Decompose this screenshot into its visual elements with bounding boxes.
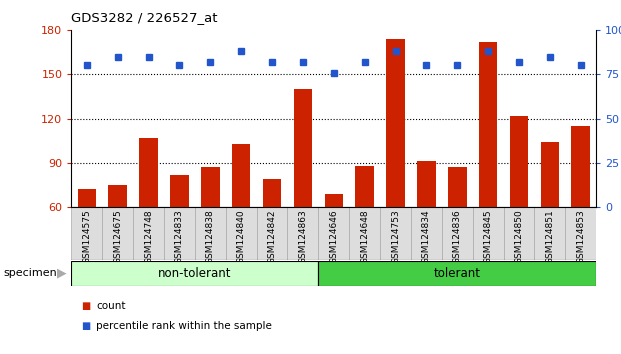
Bar — [201, 167, 220, 207]
Text: GSM124840: GSM124840 — [237, 209, 246, 264]
Text: GSM124748: GSM124748 — [144, 209, 153, 264]
Bar — [386, 39, 405, 207]
Bar — [571, 126, 590, 207]
Bar — [510, 116, 528, 207]
Text: GSM124834: GSM124834 — [422, 209, 431, 264]
Text: GSM124836: GSM124836 — [453, 209, 462, 264]
Text: non-tolerant: non-tolerant — [158, 267, 232, 280]
Text: specimen: specimen — [3, 268, 57, 278]
Text: GSM124646: GSM124646 — [329, 209, 338, 264]
Text: GSM124842: GSM124842 — [268, 209, 276, 264]
FancyBboxPatch shape — [535, 207, 565, 260]
Text: GSM124838: GSM124838 — [206, 209, 215, 264]
FancyBboxPatch shape — [349, 207, 380, 260]
Text: GSM124675: GSM124675 — [113, 209, 122, 264]
Text: GSM124851: GSM124851 — [545, 209, 555, 264]
FancyBboxPatch shape — [380, 207, 411, 260]
Text: GSM124863: GSM124863 — [299, 209, 307, 264]
FancyBboxPatch shape — [319, 261, 596, 286]
FancyBboxPatch shape — [319, 207, 349, 260]
Text: GSM124575: GSM124575 — [83, 209, 91, 264]
Text: count: count — [96, 301, 126, 311]
FancyBboxPatch shape — [71, 207, 102, 260]
FancyBboxPatch shape — [411, 207, 442, 260]
Text: GSM124845: GSM124845 — [484, 209, 492, 264]
Text: ■: ■ — [81, 301, 90, 311]
Bar — [263, 179, 281, 207]
Bar — [479, 42, 497, 207]
FancyBboxPatch shape — [504, 207, 535, 260]
FancyBboxPatch shape — [226, 207, 256, 260]
Text: percentile rank within the sample: percentile rank within the sample — [96, 321, 272, 331]
FancyBboxPatch shape — [71, 261, 319, 286]
Bar — [109, 185, 127, 207]
Bar — [294, 89, 312, 207]
Bar — [355, 166, 374, 207]
Bar — [417, 161, 436, 207]
FancyBboxPatch shape — [195, 207, 226, 260]
Bar — [325, 194, 343, 207]
FancyBboxPatch shape — [164, 207, 195, 260]
Bar — [448, 167, 466, 207]
FancyBboxPatch shape — [288, 207, 319, 260]
FancyBboxPatch shape — [102, 207, 133, 260]
Text: GDS3282 / 226527_at: GDS3282 / 226527_at — [71, 11, 218, 24]
Text: GSM124853: GSM124853 — [576, 209, 585, 264]
Bar — [541, 142, 559, 207]
Text: ▶: ▶ — [58, 267, 67, 280]
Text: tolerant: tolerant — [433, 267, 481, 280]
FancyBboxPatch shape — [473, 207, 504, 260]
Bar — [170, 175, 189, 207]
Text: ■: ■ — [81, 321, 90, 331]
Text: GSM124753: GSM124753 — [391, 209, 400, 264]
Text: GSM124648: GSM124648 — [360, 209, 369, 264]
FancyBboxPatch shape — [442, 207, 473, 260]
Text: GSM124850: GSM124850 — [514, 209, 524, 264]
FancyBboxPatch shape — [133, 207, 164, 260]
Bar — [232, 144, 250, 207]
FancyBboxPatch shape — [256, 207, 288, 260]
Bar — [139, 138, 158, 207]
Bar — [78, 189, 96, 207]
Text: GSM124833: GSM124833 — [175, 209, 184, 264]
FancyBboxPatch shape — [565, 207, 596, 260]
